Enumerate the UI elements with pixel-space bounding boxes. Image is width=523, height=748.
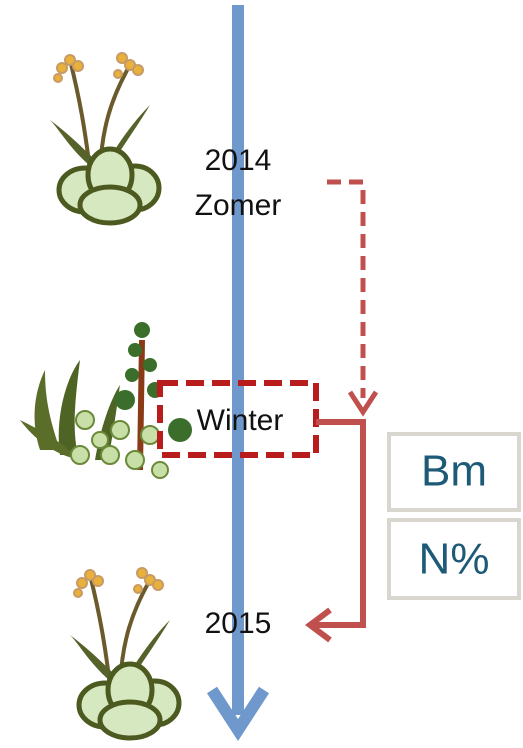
measure-box bbox=[387, 432, 521, 512]
arrowhead bbox=[305, 607, 332, 643]
year-label: 2015 bbox=[205, 607, 272, 640]
measure-box bbox=[387, 518, 521, 600]
arrowhead bbox=[347, 390, 379, 417]
timeline-arrowhead bbox=[206, 686, 270, 742]
dashed-arrow bbox=[327, 179, 366, 398]
measure-label: Bm bbox=[421, 447, 487, 496]
solid-arrow bbox=[315, 419, 366, 628]
summer-plant bbox=[50, 53, 159, 223]
measure-label: N% bbox=[419, 535, 490, 584]
season-label: Zomer bbox=[195, 189, 282, 222]
summer-plant bbox=[70, 568, 179, 738]
year-label: 2014 bbox=[205, 144, 272, 177]
season-label: Winter bbox=[197, 404, 284, 437]
